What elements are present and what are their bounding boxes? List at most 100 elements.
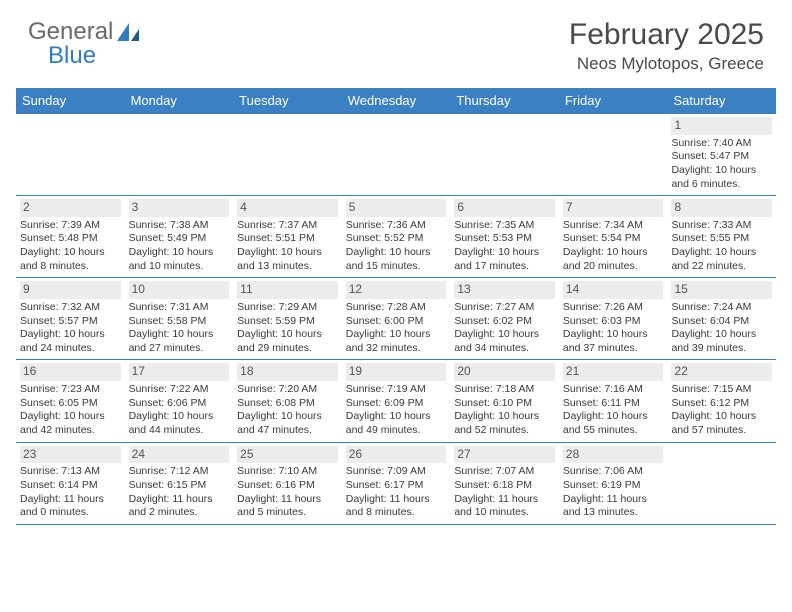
day-daylight2: and 6 minutes. bbox=[671, 178, 772, 192]
day-number: 9 bbox=[20, 281, 121, 299]
day-daylight2: and 47 minutes. bbox=[237, 424, 338, 438]
day-sunrise: Sunrise: 7:15 AM bbox=[671, 383, 772, 397]
day-daylight2: and 29 minutes. bbox=[237, 342, 338, 356]
day-of-week-label: Tuesday bbox=[233, 88, 342, 113]
day-cell: 12Sunrise: 7:28 AMSunset: 6:00 PMDayligh… bbox=[342, 278, 451, 359]
day-sunset: Sunset: 6:17 PM bbox=[346, 479, 447, 493]
day-daylight1: Daylight: 11 hours bbox=[129, 493, 230, 507]
day-daylight1: Daylight: 10 hours bbox=[563, 328, 664, 342]
day-number: 18 bbox=[237, 363, 338, 381]
day-cell: 11Sunrise: 7:29 AMSunset: 5:59 PMDayligh… bbox=[233, 278, 342, 359]
day-cell: 9Sunrise: 7:32 AMSunset: 5:57 PMDaylight… bbox=[16, 278, 125, 359]
day-cell bbox=[450, 114, 559, 195]
day-number: 13 bbox=[454, 281, 555, 299]
day-sunrise: Sunrise: 7:29 AM bbox=[237, 301, 338, 315]
day-sunset: Sunset: 5:52 PM bbox=[346, 232, 447, 246]
day-daylight2: and 15 minutes. bbox=[346, 260, 447, 274]
day-number: 26 bbox=[346, 446, 447, 464]
day-sunset: Sunset: 5:57 PM bbox=[20, 315, 121, 329]
day-daylight1: Daylight: 11 hours bbox=[20, 493, 121, 507]
day-sunrise: Sunrise: 7:34 AM bbox=[563, 219, 664, 233]
day-daylight2: and 8 minutes. bbox=[20, 260, 121, 274]
day-cell: 16Sunrise: 7:23 AMSunset: 6:05 PMDayligh… bbox=[16, 360, 125, 441]
day-daylight2: and 44 minutes. bbox=[129, 424, 230, 438]
day-daylight1: Daylight: 10 hours bbox=[671, 164, 772, 178]
day-daylight1: Daylight: 10 hours bbox=[671, 410, 772, 424]
day-daylight2: and 42 minutes. bbox=[20, 424, 121, 438]
day-cell: 10Sunrise: 7:31 AMSunset: 5:58 PMDayligh… bbox=[125, 278, 234, 359]
day-number: 14 bbox=[563, 281, 664, 299]
day-number: 15 bbox=[671, 281, 772, 299]
day-daylight1: Daylight: 10 hours bbox=[129, 328, 230, 342]
day-cell: 18Sunrise: 7:20 AMSunset: 6:08 PMDayligh… bbox=[233, 360, 342, 441]
day-number: 20 bbox=[454, 363, 555, 381]
day-daylight2: and 52 minutes. bbox=[454, 424, 555, 438]
day-daylight1: Daylight: 10 hours bbox=[20, 246, 121, 260]
day-daylight1: Daylight: 10 hours bbox=[346, 328, 447, 342]
month-title: February 2025 bbox=[569, 18, 764, 52]
day-daylight2: and 24 minutes. bbox=[20, 342, 121, 356]
day-number: 3 bbox=[129, 199, 230, 217]
day-sunset: Sunset: 6:19 PM bbox=[563, 479, 664, 493]
day-sunset: Sunset: 6:03 PM bbox=[563, 315, 664, 329]
week-row: 2Sunrise: 7:39 AMSunset: 5:48 PMDaylight… bbox=[16, 196, 776, 278]
day-daylight2: and 32 minutes. bbox=[346, 342, 447, 356]
day-sunrise: Sunrise: 7:36 AM bbox=[346, 219, 447, 233]
day-cell: 21Sunrise: 7:16 AMSunset: 6:11 PMDayligh… bbox=[559, 360, 668, 441]
day-cell: 19Sunrise: 7:19 AMSunset: 6:09 PMDayligh… bbox=[342, 360, 451, 441]
day-number: 21 bbox=[563, 363, 664, 381]
day-cell: 1Sunrise: 7:40 AMSunset: 5:47 PMDaylight… bbox=[667, 114, 776, 195]
day-cell: 14Sunrise: 7:26 AMSunset: 6:03 PMDayligh… bbox=[559, 278, 668, 359]
brand-part2: Blue bbox=[48, 42, 96, 70]
day-sunset: Sunset: 6:08 PM bbox=[237, 397, 338, 411]
day-sunset: Sunset: 6:04 PM bbox=[671, 315, 772, 329]
day-sunrise: Sunrise: 7:37 AM bbox=[237, 219, 338, 233]
day-sunrise: Sunrise: 7:40 AM bbox=[671, 137, 772, 151]
day-number: 7 bbox=[563, 199, 664, 217]
day-sunrise: Sunrise: 7:39 AM bbox=[20, 219, 121, 233]
day-daylight1: Daylight: 10 hours bbox=[20, 328, 121, 342]
week-row: 9Sunrise: 7:32 AMSunset: 5:57 PMDaylight… bbox=[16, 278, 776, 360]
day-cell: 3Sunrise: 7:38 AMSunset: 5:49 PMDaylight… bbox=[125, 196, 234, 277]
day-sunrise: Sunrise: 7:09 AM bbox=[346, 465, 447, 479]
day-daylight2: and 2 minutes. bbox=[129, 506, 230, 520]
day-cell bbox=[16, 114, 125, 195]
day-cell: 23Sunrise: 7:13 AMSunset: 6:14 PMDayligh… bbox=[16, 443, 125, 524]
day-cell bbox=[342, 114, 451, 195]
header: General February 2025 Neos Mylotopos, Gr… bbox=[0, 0, 792, 82]
day-sunrise: Sunrise: 7:07 AM bbox=[454, 465, 555, 479]
day-sunset: Sunset: 5:53 PM bbox=[454, 232, 555, 246]
day-number: 12 bbox=[346, 281, 447, 299]
week-row: 16Sunrise: 7:23 AMSunset: 6:05 PMDayligh… bbox=[16, 360, 776, 442]
day-daylight2: and 13 minutes. bbox=[237, 260, 338, 274]
day-sunset: Sunset: 5:51 PM bbox=[237, 232, 338, 246]
day-cell bbox=[233, 114, 342, 195]
day-cell: 26Sunrise: 7:09 AMSunset: 6:17 PMDayligh… bbox=[342, 443, 451, 524]
day-sunset: Sunset: 5:58 PM bbox=[129, 315, 230, 329]
day-number: 23 bbox=[20, 446, 121, 464]
day-daylight2: and 10 minutes. bbox=[129, 260, 230, 274]
day-sunrise: Sunrise: 7:10 AM bbox=[237, 465, 338, 479]
day-cell: 13Sunrise: 7:27 AMSunset: 6:02 PMDayligh… bbox=[450, 278, 559, 359]
day-sunset: Sunset: 5:49 PM bbox=[129, 232, 230, 246]
day-sunrise: Sunrise: 7:20 AM bbox=[237, 383, 338, 397]
day-sunset: Sunset: 6:06 PM bbox=[129, 397, 230, 411]
title-block: February 2025 Neos Mylotopos, Greece bbox=[569, 18, 764, 74]
day-cell: 28Sunrise: 7:06 AMSunset: 6:19 PMDayligh… bbox=[559, 443, 668, 524]
day-daylight1: Daylight: 11 hours bbox=[346, 493, 447, 507]
day-daylight2: and 27 minutes. bbox=[129, 342, 230, 356]
day-sunrise: Sunrise: 7:23 AM bbox=[20, 383, 121, 397]
day-daylight1: Daylight: 10 hours bbox=[671, 328, 772, 342]
day-sunset: Sunset: 6:16 PM bbox=[237, 479, 338, 493]
day-daylight1: Daylight: 10 hours bbox=[20, 410, 121, 424]
day-cell bbox=[559, 114, 668, 195]
day-sunrise: Sunrise: 7:22 AM bbox=[129, 383, 230, 397]
day-sunset: Sunset: 5:47 PM bbox=[671, 150, 772, 164]
day-number: 10 bbox=[129, 281, 230, 299]
day-number: 2 bbox=[20, 199, 121, 217]
day-daylight2: and 17 minutes. bbox=[454, 260, 555, 274]
day-daylight2: and 5 minutes. bbox=[237, 506, 338, 520]
day-daylight1: Daylight: 10 hours bbox=[454, 328, 555, 342]
day-sunset: Sunset: 6:11 PM bbox=[563, 397, 664, 411]
day-daylight1: Daylight: 10 hours bbox=[237, 328, 338, 342]
